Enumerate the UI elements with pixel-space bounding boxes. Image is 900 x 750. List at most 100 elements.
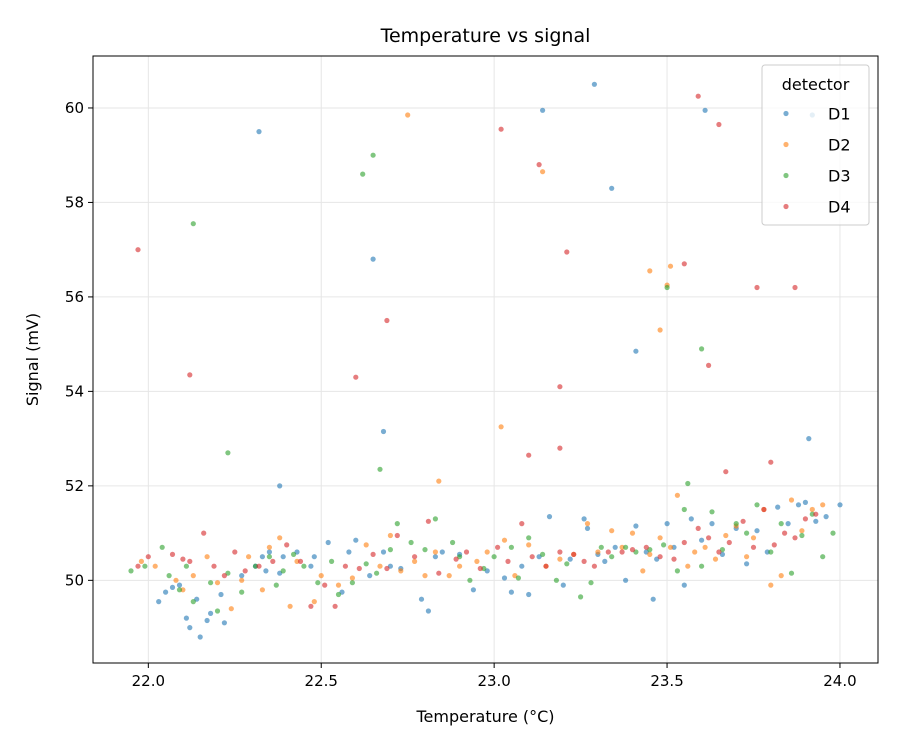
data-point xyxy=(221,620,227,626)
data-point xyxy=(280,568,286,574)
data-point xyxy=(135,247,141,253)
data-point xyxy=(578,594,584,600)
data-point xyxy=(712,556,719,562)
data-point xyxy=(529,554,535,560)
data-point xyxy=(187,558,193,565)
data-point xyxy=(318,573,324,579)
data-point xyxy=(432,516,438,522)
data-point xyxy=(156,599,162,605)
data-point xyxy=(135,563,141,569)
data-point xyxy=(681,506,687,513)
data-point xyxy=(768,459,774,465)
data-point xyxy=(782,530,788,536)
x-tick-label: 22.5 xyxy=(305,672,338,690)
data-point xyxy=(750,544,757,550)
data-point xyxy=(370,551,376,558)
data-point xyxy=(799,528,805,534)
data-point xyxy=(546,514,553,520)
data-point xyxy=(214,580,221,586)
data-point xyxy=(325,539,331,546)
data-point xyxy=(287,603,293,609)
series-d3 xyxy=(128,152,836,614)
data-point xyxy=(353,374,359,380)
data-point xyxy=(363,561,369,567)
data-point xyxy=(605,549,611,555)
data-point xyxy=(526,542,532,548)
data-point xyxy=(346,549,352,555)
data-point xyxy=(560,582,566,588)
data-point xyxy=(239,573,245,579)
data-point xyxy=(380,428,387,435)
data-point xyxy=(664,284,670,291)
data-point xyxy=(311,554,317,560)
data-point xyxy=(197,634,203,640)
data-point xyxy=(623,544,629,550)
data-point xyxy=(795,502,802,508)
data-point xyxy=(256,129,262,135)
data-point xyxy=(692,549,698,555)
data-point xyxy=(183,563,189,569)
data-point xyxy=(246,554,252,560)
data-point xyxy=(501,575,508,581)
data-point xyxy=(588,580,594,586)
data-point xyxy=(183,615,189,621)
data-point xyxy=(467,577,473,583)
data-point xyxy=(377,563,383,569)
data-point xyxy=(152,563,158,569)
data-point xyxy=(204,554,210,560)
data-point xyxy=(543,563,549,569)
data-point xyxy=(273,582,279,588)
data-point xyxy=(664,521,670,527)
data-point xyxy=(557,549,563,555)
data-point xyxy=(297,558,304,565)
data-point xyxy=(190,599,196,605)
data-point xyxy=(775,504,781,510)
data-point xyxy=(232,549,238,555)
data-point xyxy=(322,582,328,588)
data-point xyxy=(180,556,186,562)
data-point xyxy=(418,596,425,602)
data-point xyxy=(771,542,777,548)
data-point xyxy=(356,565,362,572)
data-point xyxy=(277,483,283,489)
data-point xyxy=(584,525,591,532)
data-point xyxy=(674,492,681,498)
data-point xyxy=(744,561,750,567)
data-point xyxy=(761,506,767,513)
data-point xyxy=(706,362,712,368)
data-point xyxy=(709,521,715,527)
data-point xyxy=(629,530,636,536)
data-point xyxy=(536,162,542,168)
data-point xyxy=(128,568,134,574)
data-point xyxy=(688,516,694,522)
data-point xyxy=(633,523,639,529)
data-point xyxy=(681,582,687,588)
legend: detector D1 D2 D3 D4 xyxy=(761,64,870,226)
data-point xyxy=(581,516,587,522)
data-point xyxy=(398,568,404,574)
data-point xyxy=(702,544,708,550)
data-point xyxy=(422,547,428,553)
data-point xyxy=(567,556,573,562)
data-point xyxy=(239,577,245,583)
data-point xyxy=(187,625,193,631)
data-point xyxy=(785,521,791,527)
data-point xyxy=(706,535,712,541)
data-point xyxy=(173,577,179,583)
data-point xyxy=(277,535,283,541)
data-point xyxy=(335,591,342,598)
data-point xyxy=(208,610,214,617)
data-point xyxy=(657,327,663,333)
x-tick-label: 23.0 xyxy=(477,672,510,690)
data-point xyxy=(623,577,629,583)
legend-frame xyxy=(761,64,870,226)
data-point xyxy=(508,589,514,595)
data-point xyxy=(609,528,615,534)
data-point xyxy=(768,582,774,588)
data-point xyxy=(439,549,445,555)
data-point xyxy=(813,518,819,524)
data-point xyxy=(335,582,342,588)
data-point xyxy=(495,544,501,550)
data-point xyxy=(744,530,750,536)
